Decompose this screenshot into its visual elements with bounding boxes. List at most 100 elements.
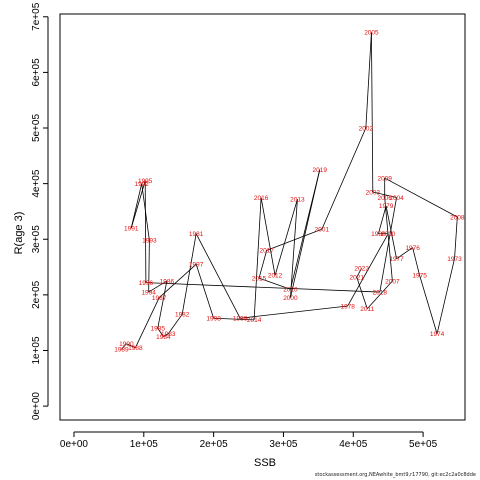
trajectory-segment (195, 264, 215, 319)
point-label-1988: 1988 (128, 345, 143, 352)
trajectory-segment (366, 280, 393, 310)
trajectory-segment (384, 197, 393, 281)
y-tick-label: 4e+05 (31, 169, 42, 198)
trajectory-segment (157, 280, 168, 329)
point-label-2006: 2006 (377, 195, 392, 202)
point-label-2020: 2020 (283, 287, 298, 294)
trajectory-segment (274, 199, 298, 276)
point-label-1996: 1996 (139, 280, 154, 287)
trajectory-segment (419, 275, 438, 334)
point-label-2001: 2001 (315, 227, 330, 234)
y-tick-label: 6e+05 (31, 58, 42, 87)
trajectory-segment (412, 247, 421, 276)
trajectory-segment (181, 233, 197, 315)
trajectory-segment (130, 180, 146, 229)
point-label-1999: 1999 (233, 316, 248, 323)
trajectory-segment (260, 197, 276, 276)
point-label-1982: 1982 (175, 312, 190, 319)
point-label-2010: 2010 (381, 231, 396, 238)
trajectory-segment (145, 282, 380, 293)
point-label-2002: 2002 (359, 125, 374, 132)
trajectory-segment (148, 280, 168, 293)
point-label-1986: 1986 (160, 278, 175, 285)
trajectory-segment (126, 343, 136, 349)
trajectory-segment (356, 267, 363, 278)
point-label-1983: 1983 (161, 331, 176, 338)
trajectory-segment (163, 333, 169, 337)
point-label-1984: 1984 (156, 334, 171, 341)
point-label-1990: 1990 (119, 341, 134, 348)
point-label-2007: 2007 (385, 278, 400, 285)
point-label-1973: 1973 (447, 256, 462, 263)
point-label-2019: 2019 (313, 167, 328, 174)
trajectory-segment (167, 314, 183, 335)
point-label-2003: 2003 (366, 189, 381, 196)
point-label-2008: 2008 (450, 214, 465, 221)
point-label-1985: 1985 (151, 326, 166, 333)
trajectory-segment (253, 197, 262, 320)
trajectory-segment (347, 233, 389, 307)
x-tick-label: 3e+05 (269, 439, 298, 450)
point-label-2011: 2011 (360, 306, 374, 313)
y-tick-label: 2e+05 (31, 280, 42, 309)
point-label-2012: 2012 (268, 273, 283, 280)
trajectory-segment (157, 328, 164, 337)
point-label-2009: 2009 (377, 175, 392, 182)
trajectory-segment (378, 205, 387, 234)
point-label-1979: 1979 (379, 203, 394, 210)
trajectory-segment (213, 317, 255, 321)
trajectory-segment (384, 177, 458, 218)
point-label-2013: 2013 (290, 197, 305, 204)
point-label-2005: 2005 (364, 30, 379, 37)
x-axis-title: SSB (254, 457, 276, 469)
trajectory-segment (365, 32, 372, 129)
trajectory-segment (436, 258, 455, 334)
point-label-1989: 1989 (114, 347, 129, 354)
trajectory-segment (290, 199, 298, 298)
x-tick-label: 4e+05 (339, 439, 368, 450)
x-tick-label: 0e+00 (60, 439, 89, 450)
point-label-2016: 2016 (254, 195, 269, 202)
trajectory-segment (385, 205, 397, 259)
point-label-2017: 2017 (259, 248, 274, 255)
x-tick-label: 5e+05 (409, 439, 438, 450)
trajectory-segment (356, 276, 368, 309)
trajectory-segment (240, 305, 348, 319)
trajectory-segment (371, 32, 374, 192)
trajectory-segment (258, 277, 291, 290)
trajectory-segment (121, 343, 127, 350)
source-credit: stockassessment.org,NEAwhite_bmt9,r17790… (314, 472, 476, 478)
trajectory-segment (266, 228, 322, 251)
recruitment-trajectory-lines (121, 32, 458, 350)
point-label-1998: 1998 (206, 316, 221, 323)
y-tick-label: 5e+05 (31, 114, 42, 143)
point-label-1987: 1987 (152, 295, 167, 302)
trajectory-segment (130, 183, 143, 229)
y-tick-label: 0e+00 (31, 392, 42, 421)
point-label-1995: 1995 (138, 178, 153, 185)
x-tick-label: 1e+05 (130, 439, 159, 450)
point-label-1992: 1992 (134, 181, 149, 188)
trajectory-segment (321, 127, 367, 230)
point-label-1977: 1977 (389, 256, 404, 263)
y-tick-label: 1e+05 (31, 336, 42, 365)
trajectory-segment (148, 240, 150, 293)
point-label-2018: 2018 (373, 289, 388, 296)
point-label-1994: 1994 (141, 289, 156, 296)
point-label-1980: 1980 (371, 231, 386, 238)
plot-frame (59, 13, 466, 421)
point-label-1976: 1976 (405, 245, 420, 252)
point-label-2000: 2000 (283, 295, 298, 302)
point-label-2015: 2015 (252, 275, 267, 282)
trajectory-segment (141, 183, 150, 241)
x-axis: 0e+00 1e+05 2e+05 3e+05 4e+05 5e+05 (60, 431, 438, 450)
point-label-1974: 1974 (430, 331, 445, 338)
trajectory-segment (144, 180, 147, 283)
y-axis-title: R(age 3) (13, 212, 25, 255)
point-label-1991: 1991 (124, 225, 139, 232)
point-label-1978: 1978 (340, 303, 355, 310)
trajectory-segment (379, 197, 397, 293)
point-label-2021: 2021 (350, 274, 365, 281)
